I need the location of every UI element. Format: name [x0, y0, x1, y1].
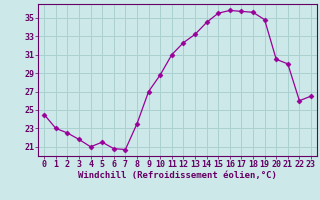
X-axis label: Windchill (Refroidissement éolien,°C): Windchill (Refroidissement éolien,°C) [78, 171, 277, 180]
